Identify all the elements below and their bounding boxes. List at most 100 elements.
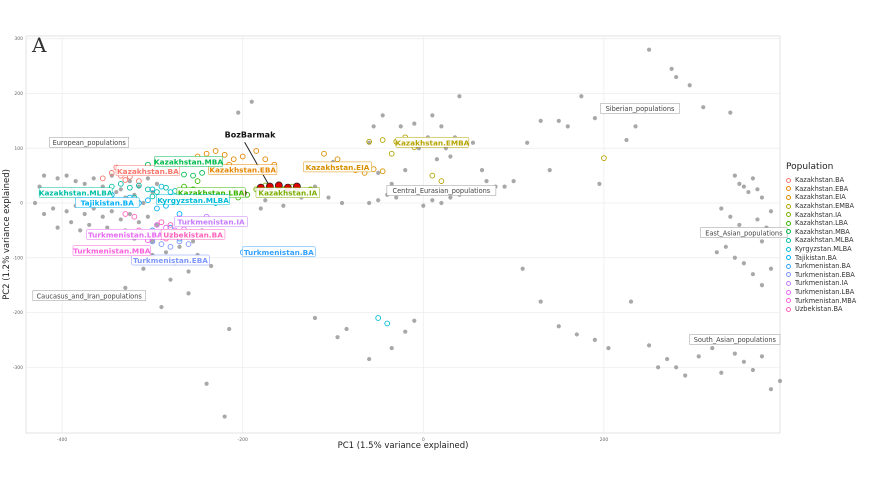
legend-label: Turkmenistan.MBA	[795, 296, 857, 305]
sample-point	[126, 184, 133, 191]
legend-swatch	[786, 289, 791, 295]
reference-point	[209, 263, 214, 269]
reference-point	[335, 335, 340, 340]
reference-point	[50, 206, 56, 211]
legend-item: Uzbekistan.BA	[786, 305, 856, 314]
reference-point	[127, 211, 132, 217]
reference-point	[592, 337, 597, 343]
reference-point	[606, 346, 611, 351]
reference-point	[141, 200, 146, 206]
population-label-box	[72, 245, 151, 256]
reference-point	[82, 181, 87, 186]
reference-point	[344, 326, 349, 332]
legend-item: Turkmenistan.MBA	[786, 296, 856, 305]
sample-point	[212, 148, 219, 154]
reference-point	[579, 94, 584, 99]
population-label-box	[154, 156, 223, 167]
region-label-box	[49, 137, 129, 148]
reference-point	[592, 116, 597, 121]
legend-item: Turkmenistan.EBA	[786, 271, 856, 280]
sample-point	[167, 189, 174, 195]
reference-point	[222, 414, 227, 419]
sample-point	[366, 138, 372, 145]
population-label: Kazakhstan.MLBA	[39, 187, 113, 198]
population-label-text: Kazakhstan.MBA	[154, 157, 223, 166]
reference-point	[118, 217, 123, 222]
legend-label: Kazakhstan.EIA	[795, 193, 846, 202]
reference-point	[109, 209, 114, 214]
reference-point	[380, 113, 385, 118]
region-label: Siberian_populations	[600, 103, 680, 114]
reference-point	[430, 198, 435, 203]
reference-point	[511, 179, 516, 184]
reference-point	[136, 220, 141, 225]
reference-point	[159, 304, 164, 310]
sample-point	[203, 150, 210, 157]
x-axis-title: PC1 (1.5% variance explained)	[338, 441, 469, 451]
legend-item: Kazakhstan.IA	[786, 210, 856, 219]
sample-point	[239, 153, 246, 160]
reference-point	[389, 346, 394, 351]
population-label-text: Turkmenistan.IA	[178, 218, 246, 227]
reference-point	[326, 195, 331, 200]
legend-swatch	[786, 255, 791, 261]
sample-point	[131, 213, 138, 220]
reference-point	[759, 239, 765, 244]
y-tick-label: 300	[14, 36, 23, 42]
population-label: Tajikistan.BA	[75, 197, 140, 208]
y-axis-title: PC2 (1.2% variance explained)	[2, 169, 12, 300]
legend: Population Kazakhstan.BA Kazakhstan.EBA Ka…	[786, 162, 856, 314]
sample-point	[388, 150, 395, 157]
reference-point	[746, 189, 751, 195]
population-label: Turkmenistan.LBA	[86, 229, 165, 240]
legend-swatch	[786, 212, 791, 218]
population-label: Kazakhstan.BA	[115, 165, 181, 177]
reference-point	[755, 217, 760, 222]
sample-point	[154, 222, 160, 228]
region-label-text: Central_Eurasian_populations	[393, 187, 491, 195]
legend-swatch	[786, 194, 791, 200]
sample-point	[181, 171, 187, 178]
sample-point	[99, 175, 106, 182]
reference-point	[394, 195, 399, 200]
sample-point	[185, 241, 192, 247]
x-tick-label: -400	[57, 437, 67, 443]
reference-point	[227, 326, 232, 332]
reference-point	[168, 277, 173, 282]
legend-label: Tajikistan.BA	[795, 253, 837, 262]
legend-label: Turkmenistan.BA	[795, 262, 851, 271]
reference-point	[439, 124, 444, 129]
population-label-box	[115, 165, 181, 177]
reference-point	[249, 99, 254, 104]
sample-point	[601, 155, 607, 161]
population-label: Turkmenistan.EBA	[131, 254, 210, 266]
population-label-text: Kazakhstan.EBA	[209, 166, 276, 175]
reference-point	[755, 187, 760, 192]
reference-point	[674, 365, 679, 370]
reference-point	[597, 181, 602, 186]
legend-label: Turkmenistan.IA	[795, 279, 849, 288]
reference-point	[628, 299, 634, 304]
reference-point	[448, 154, 453, 159]
reference-point	[190, 239, 196, 244]
reference-point	[655, 365, 661, 370]
reference-point	[114, 189, 119, 195]
sample-point	[438, 178, 445, 184]
population-label: Uzbekistan.BA	[160, 229, 226, 240]
sample-point	[379, 137, 386, 143]
x-tick-label: -200	[238, 437, 248, 443]
reference-point	[439, 200, 444, 206]
legend-item: Kazakhstan.EBA	[786, 185, 856, 194]
sample-point	[122, 177, 129, 183]
region-label-text: Caucasus_and_Iran_populations	[37, 292, 143, 300]
x-tick-label: 200	[600, 437, 609, 443]
reference-point	[127, 179, 132, 184]
reference-point	[434, 157, 439, 162]
sample-point	[154, 189, 160, 195]
reference-point	[82, 211, 87, 217]
reference-point	[154, 181, 160, 186]
legend-label: Kazakhstan.BA	[795, 176, 845, 185]
legend-swatch	[786, 237, 791, 243]
reference-point	[574, 332, 579, 337]
reference-point	[777, 378, 783, 384]
